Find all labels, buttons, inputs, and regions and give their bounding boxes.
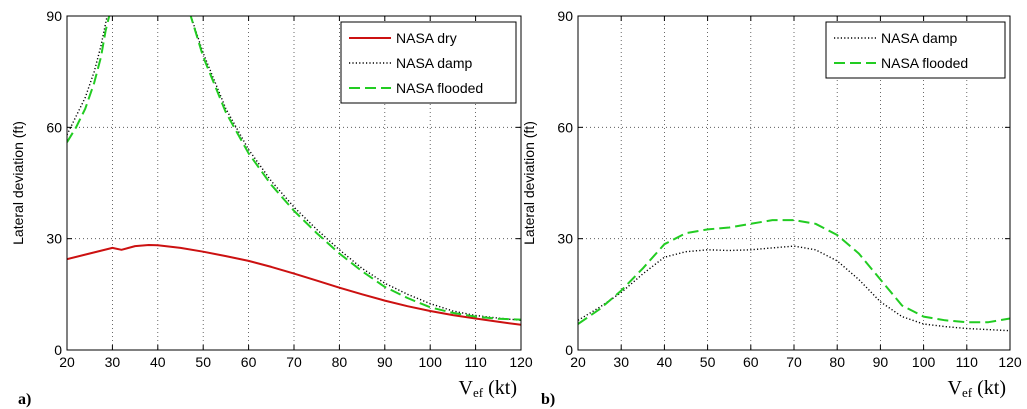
x-tick-label: 50 [700,354,716,370]
x-axis-label: Vef (kt) [948,377,1006,400]
legend-box [825,21,1006,79]
series-line-nasa-dry [67,244,521,326]
y-tick-label: 60 [557,119,573,135]
y-axis-label: Lateral deviation (ft) [10,121,26,245]
x-axis-label-main: V [459,377,474,399]
x-tick-label: 30 [613,354,629,370]
x-axis-label: Vef (kt) [459,377,517,400]
legend-label: NASA damp [396,55,472,71]
x-tick-label: 110 [956,354,979,370]
y-tick-label: 0 [54,342,62,358]
x-tick-label: 100 [419,354,443,370]
y-axis-label: Lateral deviation (ft) [521,121,537,245]
series-line-nasa-flooded [189,16,521,321]
x-tick-label: 40 [150,354,166,370]
x-tick-label: 70 [286,354,302,370]
series-line-nasa-flooded [578,219,1010,325]
legend-label: NASA flooded [396,80,483,96]
x-tick-label: 80 [829,354,845,370]
legend: NASA damp NASA flooded [825,21,1006,79]
x-axis-label-main: V [948,377,963,399]
series-line-nasa-damp [190,16,521,321]
x-tick-label: 70 [786,354,802,370]
x-tick-label: 100 [912,354,936,370]
x-axis-label-unit: (kt) [972,377,1006,399]
x-tick-label: 120 [998,354,1022,370]
x-axis-label-subscript: ef [962,385,973,400]
y-tick-label: 60 [46,119,62,135]
x-tick-label: 90 [873,354,889,370]
legend: NASA dry NASA damp NASA flooded [340,21,517,104]
y-tick-label: 30 [46,231,62,247]
series-line-nasa-damp [67,16,108,136]
x-tick-label: 60 [241,354,257,370]
x-tick-label: 90 [377,354,393,370]
chart-panel-b: 20 30 40 50 60 70 80 90 100 110 120 0 30 60 90 Lateral … [521,8,1022,408]
y-tick-label: 30 [557,231,573,247]
x-tick-label: 80 [332,354,348,370]
panel-label: a) [18,391,31,408]
series-line-nasa-damp [578,245,1010,332]
x-axis-label-subscript: ef [473,385,484,400]
legend-label: NASA flooded [881,55,968,71]
y-tick-label: 90 [557,8,573,24]
x-tick-label: 20 [570,354,586,370]
x-tick-label: 120 [509,354,533,370]
x-tick-label: 30 [105,354,121,370]
x-axis-label-unit: (kt) [483,377,517,399]
y-tick-label: 0 [565,342,573,358]
x-tick-label: 60 [743,354,759,370]
x-tick-label: 20 [59,354,75,370]
legend-label: NASA dry [396,30,457,46]
panel-label: b) [541,391,555,408]
series-group [578,219,1010,332]
x-tick-label: 50 [195,354,211,370]
legend-label: NASA damp [881,30,957,46]
series-group [67,16,521,326]
series-line-nasa-flooded [67,16,111,143]
chart-panel-a: 20 30 40 50 60 70 80 90 100 110 120 0 30 60 90 Lateral … [10,8,533,408]
x-tick-label: 40 [657,354,673,370]
y-tick-label: 90 [46,8,62,24]
x-tick-label: 110 [464,354,487,370]
